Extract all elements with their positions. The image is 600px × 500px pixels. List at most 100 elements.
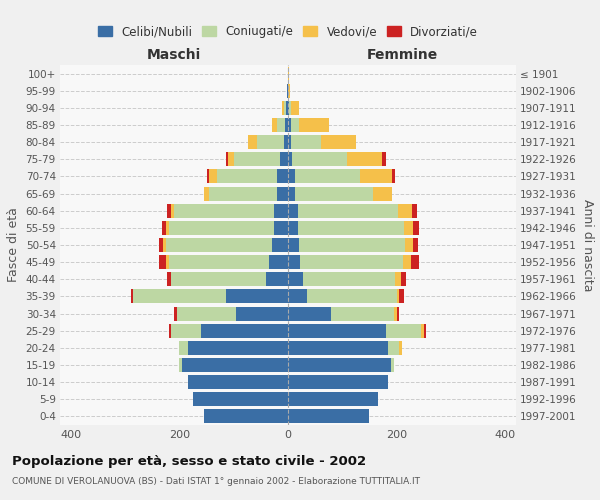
Bar: [331, 306, 394, 320]
Bar: [288, 358, 391, 372]
Bar: [277, 170, 288, 183]
Bar: [226, 290, 288, 304]
Bar: [174, 306, 177, 320]
Legend: Celibi/Nubili, Coniugati/e, Vedovi/e, Divorziati/e: Celibi/Nubili, Coniugati/e, Vedovi/e, Di…: [93, 20, 483, 43]
Bar: [403, 255, 411, 269]
Bar: [288, 290, 307, 304]
Bar: [288, 135, 291, 149]
Bar: [167, 204, 171, 218]
Bar: [421, 324, 424, 338]
Bar: [397, 290, 399, 304]
Bar: [391, 358, 394, 372]
Bar: [382, 152, 386, 166]
Bar: [401, 272, 406, 286]
Bar: [405, 238, 413, 252]
Bar: [288, 101, 289, 115]
Bar: [284, 101, 286, 115]
Bar: [288, 66, 289, 80]
Bar: [288, 186, 295, 200]
Bar: [300, 255, 403, 269]
Y-axis label: Anni di nascita: Anni di nascita: [581, 198, 593, 291]
Text: Popolazione per età, sesso e stato civile - 2002: Popolazione per età, sesso e stato civil…: [12, 455, 366, 468]
Bar: [299, 238, 405, 252]
Bar: [295, 186, 373, 200]
Bar: [303, 272, 395, 286]
Bar: [399, 290, 404, 304]
Bar: [201, 324, 288, 338]
Bar: [289, 101, 291, 115]
Bar: [217, 170, 277, 183]
Bar: [394, 306, 397, 320]
Bar: [284, 135, 288, 149]
Bar: [182, 358, 288, 372]
Bar: [131, 290, 133, 304]
Bar: [292, 152, 347, 166]
Bar: [177, 306, 236, 320]
Bar: [288, 84, 290, 98]
Bar: [373, 186, 392, 200]
Bar: [248, 135, 257, 149]
Bar: [188, 341, 288, 355]
Text: Femmine: Femmine: [367, 48, 437, 62]
Bar: [288, 170, 295, 183]
Bar: [288, 238, 299, 252]
Bar: [392, 170, 395, 183]
Bar: [236, 306, 288, 320]
Bar: [395, 272, 401, 286]
Bar: [412, 204, 417, 218]
Bar: [174, 204, 274, 218]
Bar: [274, 221, 288, 235]
Bar: [272, 238, 288, 252]
Bar: [272, 118, 277, 132]
Bar: [288, 306, 331, 320]
Bar: [209, 170, 217, 183]
Bar: [167, 272, 171, 286]
Bar: [282, 101, 284, 115]
Bar: [288, 272, 303, 286]
Bar: [424, 324, 427, 338]
Bar: [347, 152, 382, 166]
Bar: [163, 238, 166, 252]
Bar: [288, 152, 292, 166]
Bar: [359, 170, 392, 183]
Bar: [288, 392, 377, 406]
Bar: [291, 118, 299, 132]
Bar: [204, 410, 288, 424]
Bar: [179, 341, 188, 355]
Bar: [179, 358, 182, 372]
Bar: [160, 255, 166, 269]
Bar: [411, 255, 419, 269]
Bar: [399, 341, 402, 355]
Bar: [386, 324, 421, 338]
Bar: [299, 118, 329, 132]
Bar: [288, 221, 298, 235]
Y-axis label: Fasce di età: Fasce di età: [7, 208, 20, 282]
Bar: [257, 135, 284, 149]
Bar: [388, 341, 399, 355]
Bar: [277, 186, 288, 200]
Bar: [288, 375, 388, 389]
Bar: [269, 255, 288, 269]
Bar: [298, 221, 404, 235]
Bar: [413, 238, 418, 252]
Bar: [206, 170, 209, 183]
Bar: [169, 221, 274, 235]
Bar: [288, 324, 386, 338]
Bar: [274, 204, 288, 218]
Bar: [166, 221, 169, 235]
Bar: [209, 186, 277, 200]
Text: COMUNE DI VEROLANUOVA (BS) - Dati ISTAT 1° gennaio 2002 - Elaborazione TUTTITALI: COMUNE DI VEROLANUOVA (BS) - Dati ISTAT …: [12, 476, 420, 486]
Bar: [413, 221, 419, 235]
Bar: [291, 135, 320, 149]
Bar: [298, 204, 398, 218]
Bar: [171, 272, 266, 286]
Bar: [291, 101, 299, 115]
Text: Maschi: Maschi: [147, 48, 201, 62]
Bar: [397, 306, 399, 320]
Bar: [171, 204, 174, 218]
Bar: [159, 238, 163, 252]
Bar: [204, 186, 209, 200]
Bar: [171, 324, 201, 338]
Bar: [277, 118, 285, 132]
Bar: [169, 255, 269, 269]
